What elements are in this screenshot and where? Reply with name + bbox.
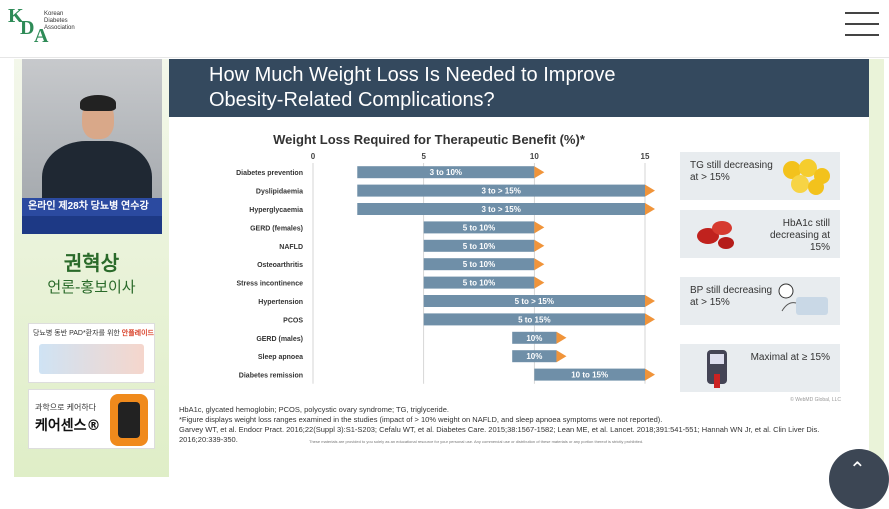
bar-value-label: 5 to 10%	[463, 242, 495, 251]
x-tick-label: 5	[421, 152, 426, 161]
x-tick-label: 0	[311, 152, 316, 161]
ad-banner-antiplatelet[interactable]: 당뇨병 동반 PAD*환자를 위한 안플레이드	[28, 323, 155, 383]
speaker-hair	[80, 95, 116, 111]
x-tick-label: 15	[641, 152, 650, 161]
range-bar	[423, 258, 535, 271]
callout-tg: TG still decreasing at > 15%	[680, 152, 840, 200]
category-label: Diabetes prevention	[236, 170, 303, 177]
speaker-name: 권혁상	[63, 251, 120, 275]
range-arrow	[645, 184, 655, 197]
bar-value-label: 5 to 10%	[463, 260, 495, 269]
bar-value-label: 5 to 10%	[463, 279, 495, 288]
podium-banner: 온라인 제28차 당뇨병 연수강	[22, 198, 162, 216]
glucose-meter-icon	[707, 350, 727, 388]
category-label: PCOS	[283, 317, 303, 324]
logo-letter-k: K	[8, 5, 24, 27]
range-bar	[423, 239, 535, 252]
bar-value-label: 3 to > 15%	[481, 187, 520, 196]
bar-value-label: 10 to 15%	[571, 371, 608, 380]
category-label: Diabetes remission	[239, 373, 303, 380]
category-label: Sleep apnoea	[258, 354, 303, 361]
blood-pressure-cuff-icon	[778, 283, 828, 315]
range-arrow	[534, 276, 545, 289]
red-blood-cells-icon	[697, 221, 734, 249]
range-bar	[512, 331, 557, 344]
bar-value-label: 5 to > 15%	[515, 297, 554, 306]
category-label: Hypertension	[258, 299, 303, 306]
chart-title: Weight Loss Required for Therapeutic Ben…	[273, 132, 585, 147]
category-label: Hyperglycaemia	[249, 207, 303, 214]
range-bar	[357, 184, 645, 197]
logo-letter-a: A	[34, 25, 49, 47]
slide-header: How Much Weight Loss Is Needed to Improv…	[169, 59, 869, 117]
range-arrow	[534, 221, 545, 234]
range-bar	[357, 166, 535, 179]
range-bar	[512, 350, 557, 363]
range-arrow	[534, 258, 545, 271]
ad-image	[39, 344, 144, 374]
category-label: Stress incontinence	[236, 281, 303, 288]
bar-value-label: 10%	[526, 352, 542, 361]
scroll-to-top-button[interactable]: ⌃	[829, 449, 889, 509]
slide-disclaimer: These materials are provided to you sole…	[309, 439, 644, 444]
speaker-role: 언론-홍보이사	[47, 278, 136, 296]
range-arrow	[534, 166, 545, 179]
range-bar	[534, 368, 645, 381]
callout-hba1c: HbA1c still decreasing at 15%	[680, 210, 840, 258]
kda-logo[interactable]: K D A Korean Diabetes Association	[8, 5, 88, 47]
category-label: NAFLD	[279, 244, 303, 251]
hamburger-menu-icon[interactable]	[845, 12, 879, 38]
arrow-up-icon: ⌃	[849, 459, 866, 481]
range-bar	[423, 295, 645, 307]
bar-value-label: 5 to 15%	[518, 315, 550, 324]
slide-footnote: HbA1c, glycated hemoglobin; PCOS, polycy…	[179, 405, 820, 444]
category-label: Dyslipidaemia	[256, 189, 303, 196]
range-bar	[423, 221, 535, 234]
top-bar: K D A Korean Diabetes Association	[0, 0, 889, 58]
speaker-panel: 온라인 제28차 당뇨병 연수강 권혁상 언론-홍보이사 당뇨병 동반 PAD*…	[14, 59, 169, 477]
copyright: © WebMD Global, LLC	[790, 397, 841, 403]
logo-letter-d: D	[20, 17, 35, 39]
bar-value-label: 5 to 10%	[463, 223, 495, 232]
ad-banner-caresens[interactable]: 과학으로 케어하다 케어센스®	[28, 389, 155, 449]
video-stage: 온라인 제28차 당뇨병 연수강 권혁상 언론-홍보이사 당뇨병 동반 PAD*…	[14, 59, 884, 477]
bar-value-label: 3 to 10%	[430, 168, 462, 177]
range-arrow	[645, 313, 655, 326]
fat-droplets-icon	[783, 159, 830, 195]
weight-loss-chart: 0 5 10 15 Diabetes prevention 3 to 10% Dyslipi…	[236, 152, 655, 384]
range-arrow	[645, 203, 655, 215]
range-bar	[357, 203, 645, 215]
bar-value-label: 10%	[526, 334, 542, 343]
category-label: GERD (females)	[250, 225, 303, 232]
category-label: Osteoarthritis	[257, 262, 303, 269]
slide-title: How Much Weight Loss Is Needed to Improv…	[209, 64, 616, 111]
range-arrow	[645, 295, 655, 307]
range-bar	[423, 276, 535, 289]
callout-bp: BP still decreasing at > 15%	[680, 277, 840, 325]
range-arrow	[556, 350, 567, 363]
logo-org-name: Korean Diabetes Association	[44, 11, 75, 31]
range-arrow	[534, 239, 545, 252]
category-label: GERD (males)	[256, 336, 303, 343]
bar-value-label: 3 to > 15%	[481, 205, 520, 214]
range-arrow	[645, 368, 655, 381]
callout-remission: Maximal at ≥ 15%	[680, 344, 840, 392]
presentation-slide: How Much Weight Loss Is Needed to Improv…	[169, 59, 869, 477]
podium	[22, 216, 162, 234]
x-tick-label: 10	[530, 152, 539, 161]
range-bar	[423, 313, 645, 326]
glucose-meter-icon	[110, 394, 148, 446]
range-arrow	[556, 331, 567, 344]
